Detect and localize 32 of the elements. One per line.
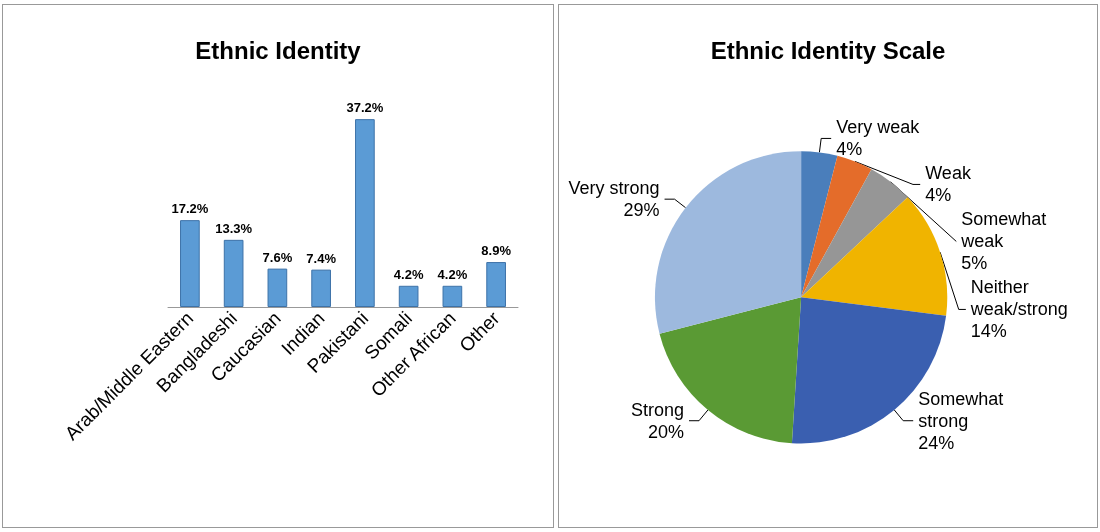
slice-label: Strong — [630, 399, 685, 420]
bar — [180, 220, 200, 307]
data-label: 20% — [647, 421, 685, 442]
chart-title: Ethnic Identity — [195, 36, 362, 64]
data-label: 4% — [836, 139, 863, 160]
data-label: 17.2% — [171, 201, 209, 217]
bar — [267, 268, 288, 307]
bar — [442, 285, 463, 307]
data-label: 29% — [623, 200, 660, 221]
slice-label: Somewhat strong — [918, 388, 1009, 431]
data-label: 8.9% — [481, 243, 512, 259]
slice-label: Very strong — [568, 178, 660, 199]
bar — [311, 269, 331, 307]
data-label: 37.2% — [346, 100, 384, 116]
slice-label: Weak — [925, 163, 972, 184]
bar — [398, 285, 419, 307]
slice-label: Neither weak/strong — [969, 277, 1068, 320]
data-label: 24% — [918, 432, 955, 453]
data-label: 14% — [970, 321, 1007, 342]
data-label: 4.2% — [437, 266, 468, 282]
data-label: 5% — [961, 253, 988, 274]
data-label: 7.6% — [262, 249, 293, 265]
bar — [486, 262, 506, 307]
data-label: 13.3% — [215, 220, 253, 236]
data-label: 4.2% — [393, 266, 424, 282]
slice-label: Very weak — [836, 117, 921, 138]
bar — [355, 119, 375, 307]
data-label: 4% — [925, 185, 952, 206]
bar — [223, 239, 244, 307]
slice-label: Somewhat weak — [960, 209, 1052, 252]
chart-title: Ethnic Identity Scale — [710, 36, 946, 64]
data-label: 7.4% — [306, 250, 337, 266]
